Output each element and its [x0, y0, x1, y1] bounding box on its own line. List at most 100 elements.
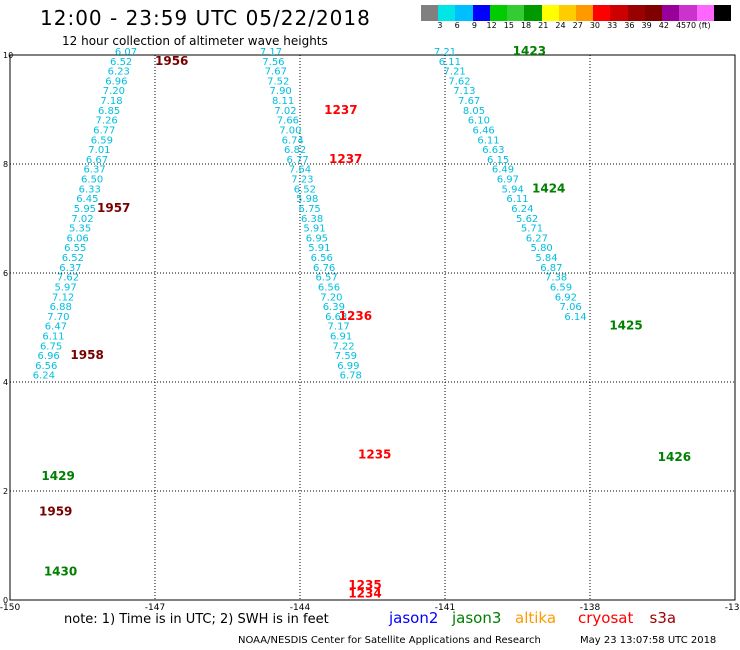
wave-height-label: 7.06 — [560, 302, 582, 313]
x-tick-label: -144 — [290, 603, 311, 613]
wave-height-label: 7.12 — [52, 292, 74, 303]
wave-height-label: 7.70 — [47, 312, 69, 323]
pass-time-label: 1958 — [70, 348, 103, 362]
x-tick-label: -147 — [145, 603, 165, 613]
color-swatch — [472, 5, 490, 21]
wave-height-label: 6.88 — [50, 302, 72, 313]
wave-height-label: 6.37 — [83, 165, 105, 176]
color-scale-label: 24 — [555, 21, 566, 30]
wave-height-label: 6.91 — [330, 331, 352, 342]
wave-height-label: 8.05 — [463, 106, 485, 117]
color-scale-label: 27 — [572, 21, 583, 30]
color-scale-label: 12 — [486, 21, 497, 30]
wave-height-label: 7.66 — [277, 116, 299, 127]
wave-height-label: 6.38 — [301, 214, 323, 225]
y-tick-label: 8 — [3, 160, 8, 169]
wave-height-label: 7.64 — [289, 165, 311, 176]
wave-height-label: 6.11 — [439, 57, 461, 68]
legend-item-s3a: s3a — [649, 609, 677, 627]
color-scale-labels: 3 6 9 12 15 18 21 24 27 30 33 36 39 42 45 70 (ft) — [421, 21, 739, 35]
pass-time-label: 1237 — [329, 152, 362, 166]
color-swatch — [662, 5, 680, 21]
wave-height-label: 6.77 — [93, 125, 115, 136]
color-scale-label: 42 — [658, 21, 669, 30]
color-swatch — [713, 5, 731, 21]
wave-height-label: 6.23 — [108, 67, 130, 78]
wave-height-label: 6.11 — [477, 135, 499, 146]
wave-height-label: 6.87 — [540, 263, 562, 274]
wave-height-label: 6.59 — [91, 135, 113, 146]
color-swatch — [455, 5, 473, 21]
wave-height-label: 6.24 — [511, 204, 533, 215]
color-swatch — [627, 5, 645, 21]
wave-height-label: 6.92 — [555, 292, 577, 303]
wave-height-label: 7.56 — [262, 57, 284, 68]
y-tick-label: 2 — [3, 487, 8, 496]
wave-height-label: 6.56 — [35, 361, 57, 372]
wave-height-label: 6.96 — [38, 351, 60, 362]
color-scale-label: 30 — [589, 21, 601, 30]
wave-height-label: 5.71 — [521, 224, 543, 235]
wave-height-label: 7.67 — [265, 67, 287, 78]
wave-height-label: 7.20 — [103, 86, 125, 97]
wave-height-label: 6.99 — [337, 361, 359, 372]
wave-height-label: 7.02 — [274, 106, 296, 117]
wave-height-label: 6.77 — [286, 155, 308, 166]
wave-height-label: 6.06 — [67, 233, 89, 244]
x-tick-label: -138 — [580, 603, 601, 613]
footer-note: note: 1) Time is in UTC; 2) SWH is in fe… — [64, 612, 329, 627]
pass-time-label: 1237 — [324, 103, 357, 117]
legend-item-altika: altika — [515, 609, 557, 627]
pass-time-label: 1956 — [155, 54, 188, 68]
color-swatch — [696, 5, 714, 21]
wave-height-label: 6.37 — [59, 263, 81, 274]
wave-height-label: 6.27 — [526, 233, 548, 244]
wave-height-label: 5.35 — [69, 224, 91, 235]
x-tick-label: -141 — [435, 603, 455, 613]
wave-height-label: 7.13 — [453, 86, 475, 97]
color-swatch — [679, 5, 697, 21]
wave-height-label: 7.26 — [96, 116, 118, 127]
timestamp: May 23 13:07:58 UTC 2018 — [580, 635, 717, 646]
wave-height-label: 6.24 — [33, 371, 55, 382]
color-scale-label: 39 — [641, 21, 652, 30]
wave-height-label: 6.56 — [318, 282, 340, 293]
wave-height-label: 6.55 — [64, 243, 86, 254]
color-swatch — [489, 5, 508, 21]
wave-height-label: 7.17 — [260, 47, 282, 58]
wave-height-label: 5.80 — [531, 243, 553, 254]
wave-height-label: 6.52 — [110, 57, 132, 68]
color-scale-label: 15 — [503, 21, 514, 30]
wave-height-label: 7.67 — [458, 96, 480, 107]
wave-height-label: 5.95 — [74, 204, 96, 215]
wave-height-label: 7.17 — [328, 322, 350, 333]
x-tick-label: -135 — [725, 603, 740, 613]
wave-height-label: 6.11 — [42, 331, 64, 342]
wave-height-label: 6.52 — [62, 253, 84, 264]
color-scale-label: 9 — [471, 21, 477, 30]
color-scale-label: 33 — [607, 21, 618, 30]
pass-time-label: 1957 — [97, 201, 130, 215]
wave-height-label: 6.07 — [115, 47, 137, 58]
color-swatch — [593, 5, 611, 21]
wave-height-label: 6.45 — [76, 194, 98, 205]
pass-time-label: 1426 — [658, 450, 691, 464]
color-scale-label: 6 — [454, 21, 460, 30]
wave-height-label: 6.33 — [79, 184, 101, 195]
wave-height-label: 6.82 — [284, 145, 306, 156]
wave-height-label: 7.02 — [71, 214, 93, 225]
wave-height-label: 5.91 — [303, 224, 325, 235]
wave-height-label: 6.49 — [492, 165, 514, 176]
wave-height-label: 7.01 — [88, 145, 110, 156]
wave-height-label: 5.84 — [535, 253, 557, 264]
wave-height-label: 7.23 — [291, 175, 313, 186]
color-scale-label: 70 (ft) — [685, 21, 711, 30]
wave-height-label: 5.62 — [516, 214, 538, 225]
wave-height-label: 6.56 — [311, 253, 333, 264]
wave-height-label: 6.11 — [506, 194, 528, 205]
y-tick-label: 4 — [3, 378, 8, 387]
credit-text: NOAA/NESDIS Center for Satellite Applica… — [238, 635, 541, 646]
wave-height-label: 6.59 — [550, 282, 572, 293]
pass-time-label: 1235 — [348, 578, 381, 592]
